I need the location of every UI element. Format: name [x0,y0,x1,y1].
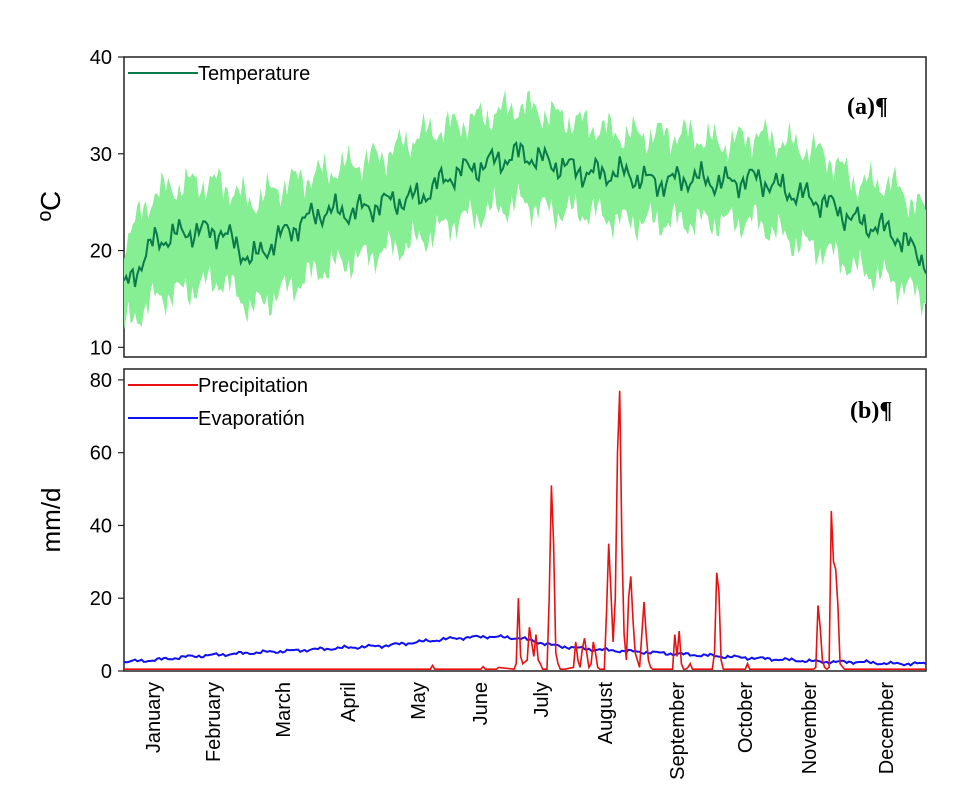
panel-b-label: (b)¶ [850,398,892,424]
month-label-july: July [531,682,553,718]
month-label-november: November [799,682,821,775]
temperature-y-tick-label: 10 [90,337,112,359]
precipitation-y-tick-label: 80 [90,370,112,392]
month-label-january: January [143,682,165,753]
month-label-august: August [595,682,617,745]
month-label-december: December [876,682,898,775]
temperature-legend: Temperature [128,63,310,85]
precipitation-plot-frame [123,368,927,672]
panel-a-label: (a)¶ [847,94,888,120]
precipitation-legend: Precipitation Evaporatión [128,375,308,430]
temperature-legend-label: Temperature [198,63,310,85]
temperature-y-tick-label: 30 [90,144,112,166]
month-label-may: May [408,682,430,720]
precipitation-y-tick-label: 20 [90,588,112,610]
month-label-september: September [667,682,689,780]
month-label-october: October [735,682,757,753]
precipitation-y-ticks: 0 20 40 60 80 [90,370,124,683]
temperature-y-tick-label: 20 [90,241,112,263]
temperature-range-band [124,89,926,330]
month-label-february: February [203,682,225,762]
evaporation-line [124,633,926,667]
month-label-june: June [470,682,492,725]
evaporation-legend-label: Evaporatión [198,408,305,430]
precipitation-y-tick-label: 0 [101,661,112,683]
precipitation-y-axis-label: mm/d [36,488,66,553]
precipitation-y-tick-label: 40 [90,515,112,537]
temperature-panel: 10 20 30 40 ºC Temperature (a)¶ [35,47,927,359]
temperature-line [124,140,926,288]
temperature-y-axis-label: ºC [35,191,66,221]
precipitation-y-tick-label: 60 [90,443,112,465]
month-label-april: April [338,682,360,722]
month-axis-labels: January February March April May June July Augu… [143,682,898,780]
month-label-march: March [273,682,295,738]
precipitation-line [124,390,926,671]
precipitation-legend-label: Precipitation [198,375,308,397]
precipitation-evaporation-panel: 0 20 40 60 80 mm/d Precipitation Evaporatión… [36,368,927,780]
temperature-y-tick-label: 40 [90,47,112,69]
temperature-y-ticks: 10 20 30 40 [90,47,124,359]
